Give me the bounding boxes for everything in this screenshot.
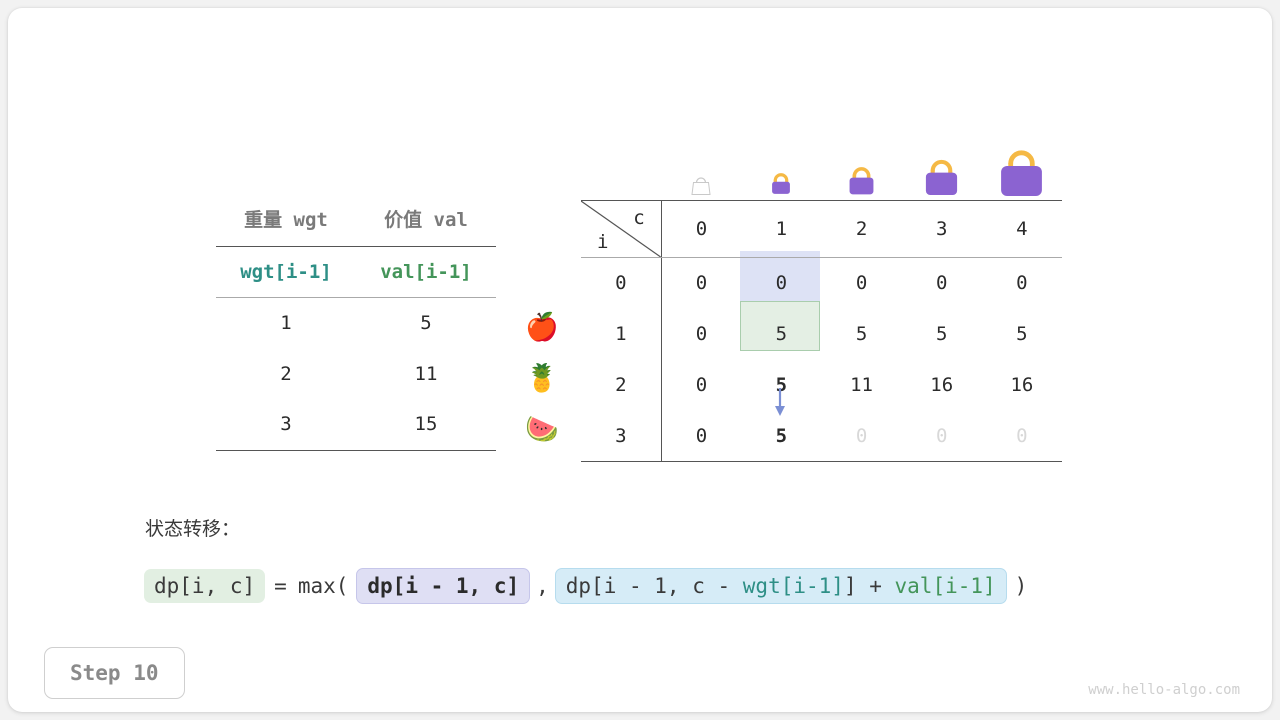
formula-arg-prev-row: dp[i - 1, c] [356,568,531,604]
formula-target: dp[i, c] [144,569,266,603]
table-row: 2 11 [216,348,496,399]
dp-cell-2-3: 16 [930,374,954,396]
dp-row-header-2: 2 [581,359,662,411]
dp-cell-1-3: 5 [935,323,948,345]
items-subheader-wgt: wgt[i-1] [216,246,356,298]
bag-empty-icon [661,176,741,200]
dp-row-header-1: 1 [581,308,662,360]
watermelon-icon: 🍉 [525,414,559,445]
formula-token-wgt: wgt[i-1] [742,574,844,598]
formula-arg2-mid: ] + [843,574,895,598]
formula-token-val: val[i-1] [894,574,996,598]
dp-row-header-3: 3 [581,410,662,462]
dp-cell-2-2: 11 [850,374,873,396]
bag-1-icon [741,170,821,200]
dp-col-header-0: 0 [661,200,742,258]
dp-axis-label-c: c [633,207,645,229]
items-table: 重量 wgt 价值 val wgt[i-1] val[i-1] 1 5 2 11… [216,192,496,451]
item-value-3: 15 [356,399,496,451]
dp-cell-2-4: 16 [1010,374,1034,396]
transition-label: 状态转移： [145,518,241,540]
dp-cell-1-1: 5 [775,323,788,345]
bag-3-icon [901,157,981,200]
apple-icon: 🍎 [525,312,559,343]
dp-table-wrapper: c i 0 1 2 3 4 0 0 0 0 0 0 1 0 5 [581,200,1062,462]
highlight-prev-row-cell [740,251,820,301]
formula-arg2-head: dp[i - 1, c - [565,574,743,598]
dp-cell-3-3: 0 [901,410,982,462]
table-row: 3 0 5 0 0 0 [581,410,1062,462]
dp-cell-3-0: 0 [661,410,742,462]
formula-equals: = [274,574,287,598]
item-weight-1: 1 [280,311,292,334]
dp-cell-0-2: 0 [855,272,868,295]
dp-cell-3-4: 0 [981,410,1062,462]
transition-formula: dp[i, c] = max( dp[i - 1, c] , dp[i - 1,… [144,568,1035,604]
dp-cell-0-0: 0 [695,272,708,295]
table-row: 1 5 [216,297,496,348]
formula-arg-take-item: dp[i - 1, c - wgt[i-1]] + val[i-1] [554,568,1007,604]
dp-table: c i 0 1 2 3 4 0 0 0 0 0 0 1 0 5 [581,200,1062,462]
table-row: 2 0 5 11 16 16 [581,359,1062,411]
watermark: www.hello-algo.com [1088,682,1240,698]
dp-header-row: c i 0 1 2 3 4 [581,200,1062,258]
dp-col-header-1: 1 [741,200,822,258]
formula-comma: , [536,574,549,598]
dp-cell-1-2: 5 [855,323,868,345]
pineapple-icon: 🍍 [525,363,559,394]
dp-col-header-2: 2 [821,200,902,258]
items-table-header-row: 重量 wgt 价值 val [216,192,496,247]
bag-2-icon [821,164,901,200]
dp-cell-0-4: 0 [1016,272,1028,295]
table-row: 1 0 5 5 5 5 [581,308,1062,360]
bag-4-icon [981,148,1061,200]
item-fruit-column: 🍎 🍍 🍉 [512,302,572,455]
item-weight-2: 2 [280,362,292,385]
dp-cell-2-0: 0 [695,374,708,396]
highlight-current-cell [740,301,820,351]
table-row: 0 0 0 0 0 0 [581,257,1062,309]
slide-card: 重量 wgt 价值 val wgt[i-1] val[i-1] 1 5 2 11… [8,8,1272,712]
dp-cell-2-1: 5 [775,374,788,396]
step-badge: Step 10 [44,647,185,699]
items-subheader-val: val[i-1] [356,246,496,298]
item-value-2: 11 [414,362,438,385]
dp-cell-3-1: 5 [741,410,822,462]
table-row: 3 15 [216,399,496,451]
items-header-value: 价值 val [356,192,496,247]
dp-axis-label-i: i [597,231,609,253]
dp-cell-0-3: 0 [935,272,948,295]
formula-close-paren: ) [1014,574,1028,598]
dp-row-header-0: 0 [581,257,662,309]
dp-cell-0-1: 0 [775,272,788,295]
dp-corner-cell: c i [581,200,662,258]
formula-max: max( [297,574,349,598]
bag-capacity-icons [661,128,1061,200]
item-weight-3: 3 [216,399,356,451]
dp-col-header-4: 4 [981,200,1062,258]
dp-cell-1-4: 5 [1016,323,1028,345]
transition-arrow-icon [771,386,789,422]
items-table-subheader-row: wgt[i-1] val[i-1] [216,246,496,298]
dp-cell-1-0: 0 [695,323,708,345]
dp-cell-3-2: 0 [821,410,902,462]
items-header-weight: 重量 wgt [216,192,356,247]
dp-col-header-3: 3 [901,200,982,258]
item-value-1: 5 [420,311,432,334]
